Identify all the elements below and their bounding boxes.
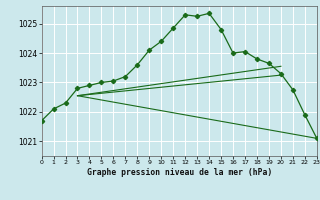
X-axis label: Graphe pression niveau de la mer (hPa): Graphe pression niveau de la mer (hPa) [87,168,272,177]
